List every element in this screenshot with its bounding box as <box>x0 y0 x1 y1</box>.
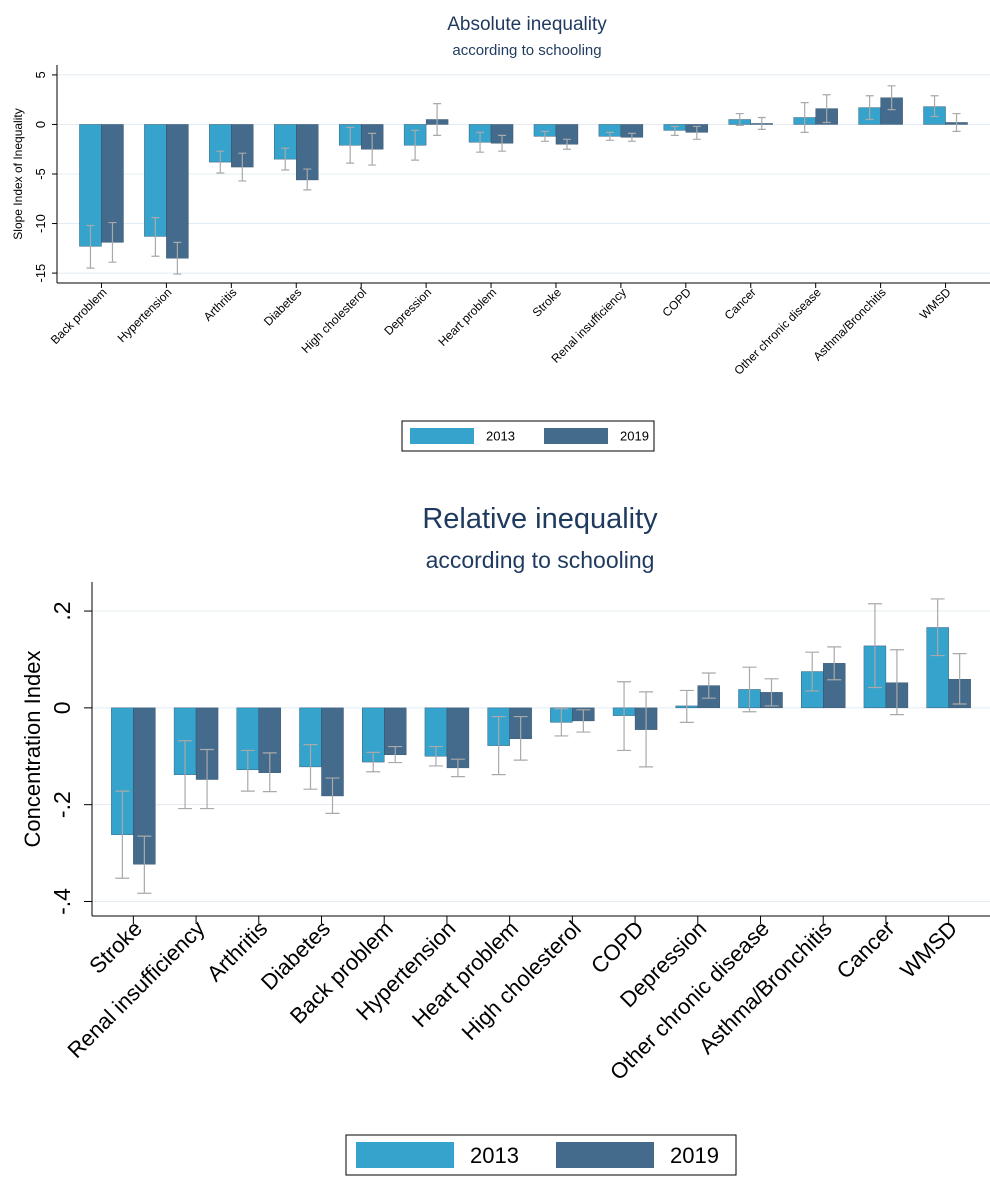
x-tick-label: Heart problem <box>435 285 499 349</box>
y-tick-label: 0 <box>33 121 48 128</box>
error-bar-2019-7 <box>513 715 528 761</box>
bar-2019-2 <box>166 124 189 259</box>
error-bar-2019-4 <box>325 777 340 814</box>
error-bar-2019-3 <box>262 752 277 793</box>
legend-label-2013: 2013 <box>486 429 515 444</box>
error-bar-2019-9 <box>639 691 654 768</box>
error-bar-2013-12 <box>800 102 809 133</box>
legend-swatch-2013 <box>356 1142 454 1168</box>
error-bar-2019-4 <box>303 168 312 191</box>
error-bar-2019-7 <box>498 134 507 152</box>
chart-subtitle: according to schooling <box>452 42 601 59</box>
x-tick-label: Back problem <box>48 285 110 347</box>
error-bar-2019-14 <box>952 112 961 132</box>
error-bar-2019-5 <box>388 745 403 764</box>
y-tick-label: -10 <box>33 214 48 233</box>
error-bar-2019-9 <box>627 132 636 142</box>
error-bar-2013-13 <box>865 95 874 121</box>
x-tick-label: High cholesterol <box>299 285 370 356</box>
error-bar-2019-2 <box>200 748 215 810</box>
chart-title: Relative inequality <box>422 503 658 535</box>
error-bar-2019-14 <box>952 653 967 705</box>
error-bar-2013-4 <box>303 744 318 790</box>
error-bar-2013-4 <box>281 147 290 171</box>
error-bar-2019-12 <box>827 646 842 681</box>
error-bar-2019-3 <box>238 152 247 182</box>
error-bar-2013-10 <box>679 689 694 723</box>
x-tick-label: Diabetes <box>261 285 304 328</box>
error-bar-2019-8 <box>576 709 591 733</box>
y-tick-label: -15 <box>33 264 48 283</box>
absolute-inequality-chart: Absolute inequality according to schoolin… <box>11 14 990 452</box>
y-tick-label: 0 <box>49 701 75 714</box>
error-bar-2019-1 <box>108 221 117 263</box>
error-bar-2019-6 <box>450 758 465 778</box>
error-bar-2013-7 <box>476 131 485 153</box>
x-tick-label: Hypertension <box>115 285 175 345</box>
error-bar-2013-14 <box>930 598 945 657</box>
x-tick-label: WMSD <box>895 916 962 983</box>
error-bar-2013-1 <box>86 224 95 269</box>
error-bar-2013-9 <box>605 131 614 141</box>
error-bar-2013-10 <box>670 125 679 136</box>
y-tick-label: -5 <box>33 168 48 180</box>
y-tick-label: .2 <box>49 601 75 620</box>
error-bar-2013-8 <box>540 130 549 142</box>
error-bar-2019-11 <box>764 678 779 707</box>
error-bar-2019-6 <box>433 103 442 136</box>
error-bar-2013-5 <box>366 751 381 773</box>
x-tick-label: WMSD <box>917 285 954 322</box>
error-bar-2013-13 <box>867 603 882 689</box>
error-bar-2013-11 <box>735 112 744 127</box>
legend-label-2019: 2019 <box>670 1143 719 1168</box>
error-bar-2013-6 <box>428 745 443 767</box>
error-bar-2019-13 <box>887 85 896 111</box>
x-tick-label: Stroke <box>530 285 565 320</box>
error-bar-2013-3 <box>216 150 225 174</box>
legend-label-2019: 2019 <box>620 429 649 444</box>
x-tick-label: Cancer <box>832 916 900 984</box>
legend-label-2013: 2013 <box>470 1143 519 1168</box>
x-tick-label: COPD <box>660 285 695 320</box>
error-bar-2013-8 <box>554 708 569 737</box>
error-bar-2013-6 <box>411 129 420 161</box>
y-tick-label: 5 <box>33 71 48 78</box>
relative-inequality-chart: Relative inequality according to schoolin… <box>20 503 990 1176</box>
error-bar-2019-10 <box>701 672 716 699</box>
y-tick-label: -.2 <box>49 791 75 818</box>
legend-swatch-2019 <box>544 428 608 444</box>
error-bar-2013-5 <box>346 126 355 164</box>
y-axis-label: Slope Index of Inequality <box>11 108 25 239</box>
error-bar-2019-11 <box>757 116 766 131</box>
error-bar-2013-3 <box>240 749 255 792</box>
error-bar-2019-12 <box>822 94 831 124</box>
x-tick-label: Depression <box>381 285 434 338</box>
error-bar-2013-11 <box>742 666 757 713</box>
chart-subtitle: according to schooling <box>426 547 655 573</box>
error-bar-2013-12 <box>805 651 820 692</box>
legend-swatch-2019 <box>556 1142 654 1168</box>
error-bar-2019-10 <box>692 125 701 140</box>
error-bar-2013-1 <box>115 790 130 879</box>
chart-title: Absolute inequality <box>447 14 607 35</box>
error-bar-2019-13 <box>889 649 904 716</box>
error-bar-2019-8 <box>562 138 571 150</box>
error-bar-2019-2 <box>173 241 182 275</box>
error-bar-2013-2 <box>178 740 193 810</box>
x-tick-label: Cancer <box>722 285 759 322</box>
x-tick-label: Arthritis <box>201 285 240 324</box>
legend-swatch-2013 <box>410 428 474 444</box>
error-bar-2013-2 <box>151 217 160 257</box>
error-bar-2013-14 <box>930 95 939 118</box>
error-bar-2013-7 <box>491 715 506 776</box>
error-bar-2019-5 <box>368 132 377 166</box>
y-tick-label: -.4 <box>49 888 75 915</box>
x-tick-label: Asthma/Bronchitis <box>810 285 888 363</box>
y-axis-label: Concentration Index <box>20 651 45 848</box>
error-bar-2019-1 <box>137 835 152 894</box>
error-bar-2013-9 <box>617 681 632 752</box>
